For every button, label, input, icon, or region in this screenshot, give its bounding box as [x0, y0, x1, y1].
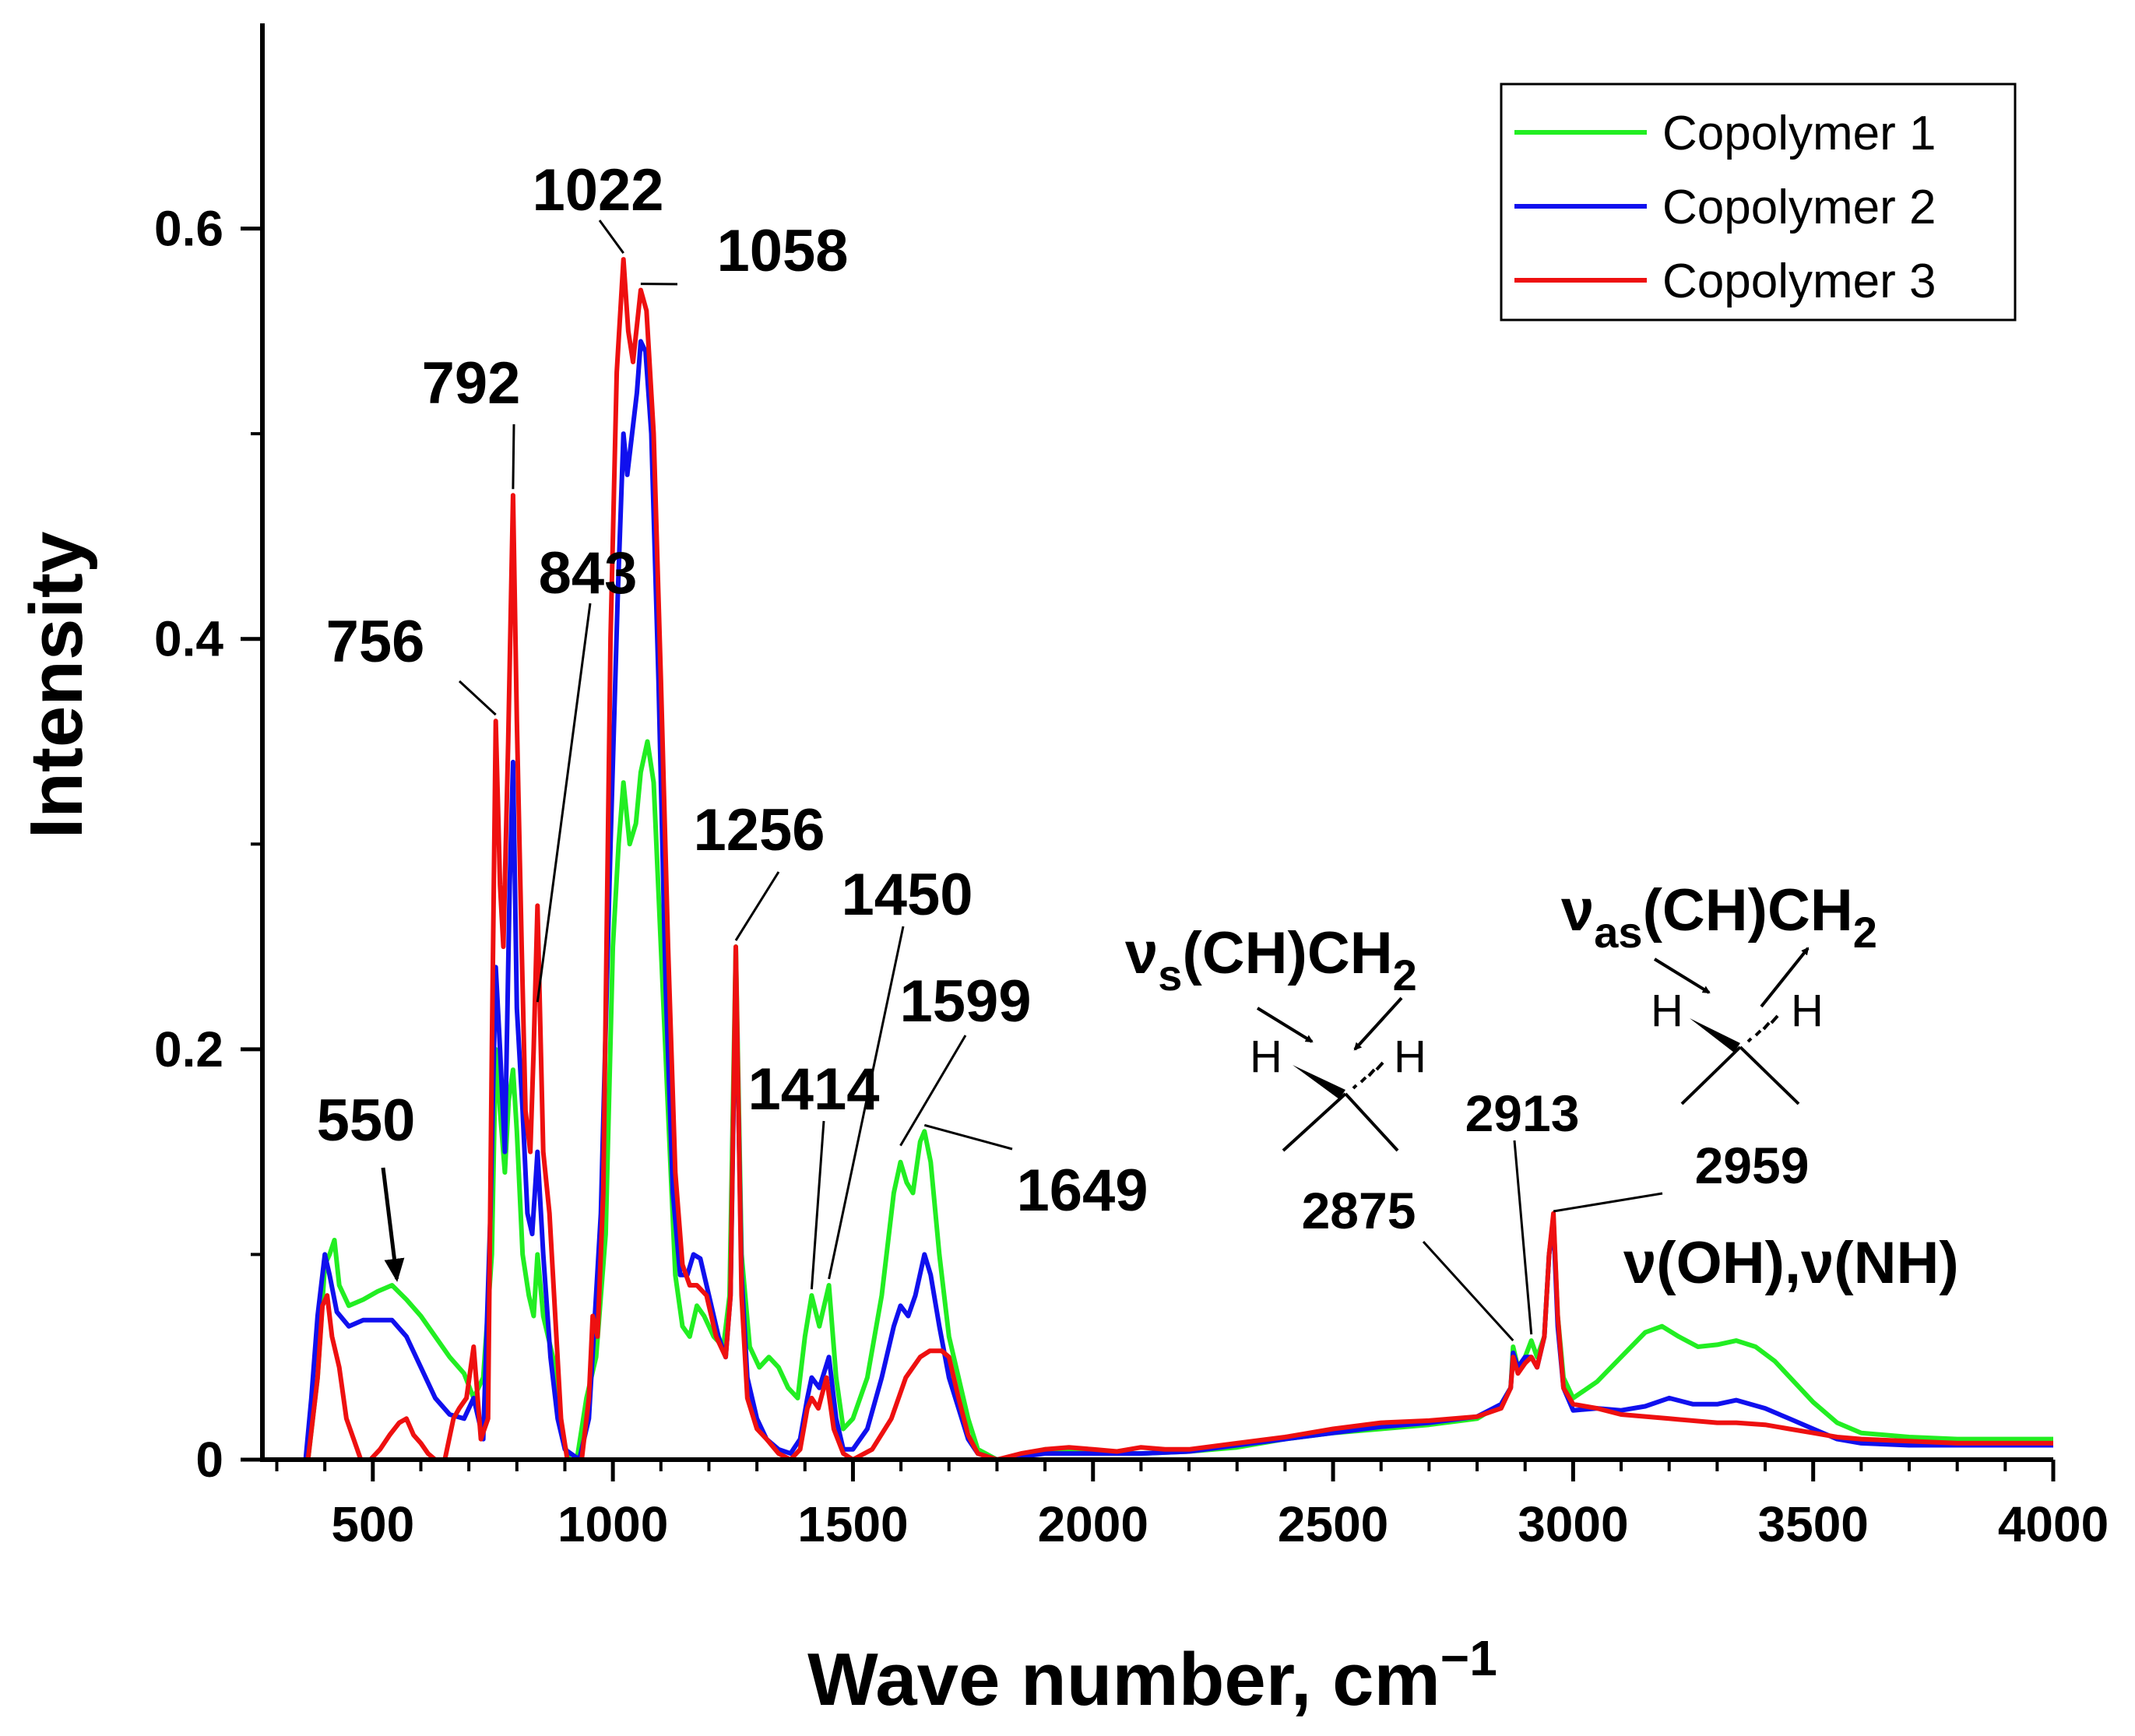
asymmetric-ch2-diagram: H H [1651, 947, 1824, 1105]
x-tick-label: 500 [331, 1496, 414, 1552]
peak-leader-1599 [899, 1035, 967, 1147]
peak-label-1450: 1450 [841, 862, 973, 928]
h-atom-label: H [1394, 1031, 1426, 1082]
peak-label-1599: 1599 [899, 968, 1031, 1035]
x-tick-label: 1000 [557, 1496, 668, 1552]
arrow-in-left [1653, 958, 1711, 994]
x-tick-label: 1500 [797, 1496, 908, 1552]
legend-items: Copolymer 1 Copolymer 2 Copolymer 3 [1514, 107, 1936, 308]
hashed-bond [1746, 1014, 1779, 1043]
axes-layer [260, 23, 2053, 1462]
h-atom-label: H [1250, 1031, 1282, 1082]
peak-label-843: 843 [539, 540, 638, 606]
svg-text:νs(CH)CH2: νs(CH)CH2 [1125, 920, 1417, 1000]
peak-label-756: 756 [326, 609, 425, 675]
peak-leader-2875 [1422, 1240, 1514, 1342]
x-tick-label: 2000 [1038, 1496, 1148, 1552]
legend-label: Copolymer 1 [1662, 107, 1936, 160]
peak-leader-1256 [734, 871, 780, 941]
x-tick-label: 4000 [1998, 1496, 2109, 1552]
mode-label-oh-nh: ν(OH),ν(NH) [1623, 1230, 1959, 1296]
h-atom-label: H [1791, 986, 1824, 1036]
series-line-copolymer-3 [305, 257, 2053, 1462]
x-axis-title-superscript: −1 [1440, 1630, 1497, 1686]
peak-label-1058: 1058 [716, 218, 848, 284]
bond-line [1739, 1045, 1800, 1105]
mode-label-asymmetric: νas(CH)CH2 [1561, 877, 1877, 957]
x-tick-label: 2500 [1278, 1496, 1388, 1552]
arrow-in-right [1353, 996, 1403, 1051]
peak-label-2913: 2913 [1465, 1084, 1580, 1142]
svg-text:νas(CH)CH2: νas(CH)CH2 [1561, 877, 1877, 957]
hashed-bond [1352, 1061, 1384, 1090]
x-tick-label: 3000 [1518, 1496, 1628, 1552]
peak-leader-2913 [1513, 1140, 1533, 1335]
peak-label-2875: 2875 [1302, 1182, 1416, 1239]
peak-leader-1022 [598, 220, 624, 254]
bond-line [1680, 1045, 1742, 1105]
peak-leader-756 [458, 680, 497, 716]
x-axis-title: Wave number, cm−1 [807, 1630, 1497, 1721]
wedge-bond [1690, 1018, 1740, 1052]
bond-line [1344, 1092, 1399, 1152]
wedge-bond [1293, 1065, 1345, 1099]
bond-line [1282, 1092, 1347, 1152]
peak-leader-792 [512, 423, 515, 490]
legend-label: Copolymer 2 [1662, 181, 1936, 234]
peak-label-1256: 1256 [693, 797, 825, 863]
peak-leader-1414 [810, 1120, 825, 1290]
series-layer [303, 257, 2053, 1462]
peak-label-550: 550 [317, 1088, 416, 1154]
peak-label-1022: 1022 [532, 157, 663, 223]
peak-leader-550 [381, 1167, 405, 1282]
peak-label-792: 792 [422, 350, 521, 416]
arrow-out-right [1760, 947, 1810, 1008]
mode-label-symmetric: νs(CH)CH2 [1125, 920, 1417, 1000]
y-axis-title: Intensity [15, 532, 98, 839]
peak-label-1414: 1414 [747, 1056, 879, 1123]
legend-label: Copolymer 3 [1662, 255, 1936, 308]
y-tick-label: 0.2 [154, 1021, 223, 1077]
y-tick-label: 0.4 [154, 611, 223, 667]
peak-annotations: 550 756 792 843 1022 1058 1256 1414 1450 1599 1649… [317, 157, 1810, 1342]
peak-leader-1450 [828, 926, 905, 1280]
peak-label-1649: 1649 [1016, 1158, 1148, 1224]
h-atom-label: H [1651, 986, 1683, 1036]
peak-leader-1649 [923, 1123, 1013, 1151]
y-tick-label: 0 [195, 1432, 223, 1488]
arrow-in-left [1256, 1007, 1314, 1043]
x-tick-label: 3500 [1758, 1496, 1869, 1552]
ticks-layer: 500 1000 1500 2000 2500 3000 3500 4000 0 0.2 0.4 0.… [154, 201, 2109, 1552]
legend: Copolymer 1 Copolymer 2 Copolymer 3 [1500, 83, 2017, 322]
symmetric-ch2-diagram: H H [1250, 996, 1426, 1152]
peak-label-2959: 2959 [1695, 1137, 1810, 1194]
peak-leader-843 [536, 603, 592, 1003]
y-tick-label: 0.6 [154, 201, 223, 257]
peak-leader-2959 [1553, 1192, 1663, 1213]
